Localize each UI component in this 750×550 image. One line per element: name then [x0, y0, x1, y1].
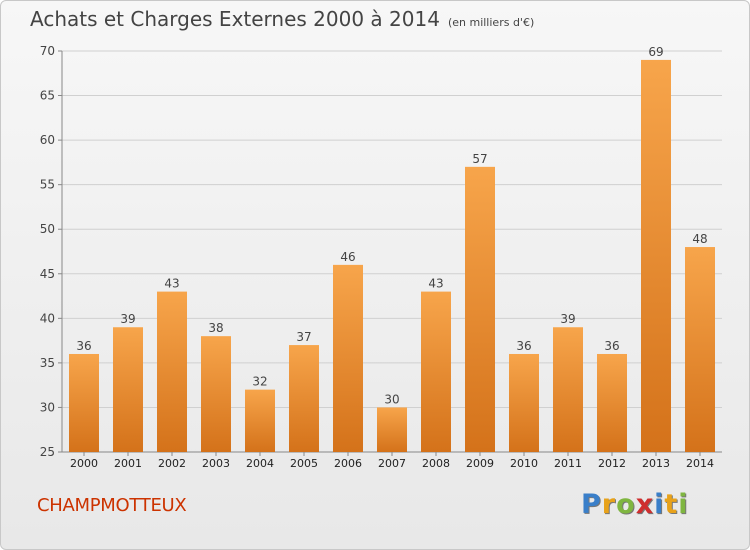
x-tick-label: 2001 [114, 457, 142, 470]
data-label: 48 [692, 232, 707, 246]
data-label: 39 [560, 312, 575, 326]
bar [113, 327, 143, 452]
logo-letter: t [664, 489, 679, 520]
data-labels: 36 39 43 38 32 37 46 30 43 57 36 39 36 69 48 [76, 45, 707, 407]
bar [509, 353, 539, 452]
bar [333, 264, 363, 452]
data-label: 69 [648, 45, 663, 59]
data-label: 36 [516, 339, 531, 353]
data-label: 30 [384, 392, 399, 406]
title-text: Achats et Charges Externes 2000 à 2014 [30, 7, 440, 31]
x-tick-label: 2006 [334, 457, 362, 470]
bar [685, 247, 715, 452]
bar [289, 345, 319, 452]
x-tick-label: 2010 [510, 457, 538, 470]
x-tick-label: 2012 [598, 457, 626, 470]
logo-letter: x [635, 489, 655, 520]
y-tick-label: 70 [40, 44, 55, 58]
y-tick-label: 40 [40, 311, 55, 325]
x-tick-label: 2009 [466, 457, 494, 470]
x-tick-label: 2008 [422, 457, 450, 470]
x-tick-label: 2013 [642, 457, 670, 470]
x-tick-label: 2004 [246, 457, 274, 470]
data-label: 43 [428, 277, 443, 291]
bar [553, 327, 583, 452]
data-label: 57 [472, 152, 487, 166]
data-label: 36 [604, 339, 619, 353]
bar [245, 389, 275, 452]
bar [641, 59, 671, 453]
logo-letter: i [678, 489, 689, 520]
y-tick-label: 60 [40, 133, 55, 147]
x-tick-label: 2002 [158, 457, 186, 470]
y-tick-label: 35 [40, 356, 55, 370]
logo-letter: i [654, 489, 665, 520]
x-tick-label: 2011 [554, 457, 582, 470]
bar [377, 407, 407, 452]
chart-title: Achats et Charges Externes 2000 à 2014 (e… [30, 7, 534, 31]
proxiti-logo[interactable]: Proxiti [581, 489, 689, 520]
x-tick-label: 2007 [378, 457, 406, 470]
y-tick-label: 50 [40, 222, 55, 236]
logo-letter: P [581, 489, 602, 520]
x-tick-label: 2003 [202, 457, 230, 470]
town-name: CHAMPMOTTEUX [37, 495, 187, 516]
chart-subtitle: (en milliers d'€) [447, 16, 535, 29]
logo-letter: r [601, 489, 617, 520]
bar [597, 353, 627, 452]
y-tick-label: 55 [40, 178, 55, 192]
bar [157, 291, 187, 452]
data-label: 37 [296, 330, 311, 344]
data-label: 32 [252, 375, 267, 389]
bar [201, 336, 231, 452]
bar [465, 166, 495, 452]
data-label: 39 [120, 312, 135, 326]
data-label: 36 [76, 339, 91, 353]
bar [69, 353, 99, 452]
data-label: 43 [164, 277, 179, 291]
y-tick-label: 45 [40, 267, 55, 281]
y-tick-label: 65 [40, 89, 55, 103]
data-label: 38 [208, 321, 223, 335]
y-tick-label: 25 [40, 445, 55, 459]
logo-letter: o [616, 489, 636, 520]
x-tick-label: 2005 [290, 457, 318, 470]
x-tick-label: 2014 [686, 457, 714, 470]
bars [69, 59, 715, 453]
axes: 25 30 35 40 45 50 55 60 65 70 2000 2001 2002 2003 2004… [40, 44, 722, 470]
bar [421, 291, 451, 452]
x-tick-label: 2000 [70, 457, 98, 470]
y-tick-label: 30 [40, 400, 55, 414]
data-label: 46 [340, 250, 355, 264]
